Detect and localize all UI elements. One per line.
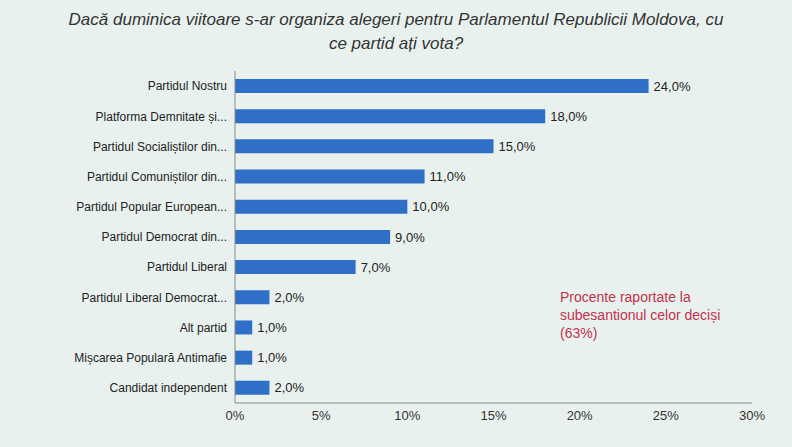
svg-text:Mișcarea Populară Antimafie: Mișcarea Populară Antimafie <box>74 351 227 365</box>
svg-text:2,0%: 2,0% <box>274 380 304 395</box>
svg-text:9,0%: 9,0% <box>395 230 425 245</box>
svg-text:Partidul Liberal Democrat...: Partidul Liberal Democrat... <box>82 291 227 305</box>
svg-text:11,0%: 11,0% <box>430 169 466 184</box>
svg-text:5%: 5% <box>312 408 331 423</box>
svg-text:Candidat independent: Candidat independent <box>110 381 228 395</box>
svg-text:25%: 25% <box>653 408 679 423</box>
svg-text:Platforma Demnitate și...: Platforma Demnitate și... <box>96 110 227 124</box>
svg-text:Partidul Socialiștilor din...: Partidul Socialiștilor din... <box>93 140 227 154</box>
svg-text:1,0%: 1,0% <box>257 320 287 335</box>
svg-text:24,0%: 24,0% <box>654 79 691 94</box>
html-text:Procente raportate la subesant: Procente raportate la subesantionul celo… <box>560 289 721 342</box>
svg-text:18,0%: 18,0% <box>550 109 587 124</box>
svg-text:Partidul Nostru: Partidul Nostru <box>148 79 227 93</box>
html-text:Dacă duminica viitoare s-ar or: Dacă duminica viitoare s-ar organiza ale… <box>68 10 724 53</box>
svg-text:20%: 20% <box>567 408 593 423</box>
svg-text:Partidul Popular European...: Partidul Popular European... <box>76 200 227 214</box>
svg-text:0%: 0% <box>226 408 245 423</box>
svg-text:7,0%: 7,0% <box>361 260 391 275</box>
svg-text:10%: 10% <box>394 408 420 423</box>
svg-text:15%: 15% <box>480 408 506 423</box>
svg-text:10,0%: 10,0% <box>412 199 449 214</box>
svg-text:Partidul Democrat din...: Partidul Democrat din... <box>102 230 227 244</box>
svg-text:Alt partid: Alt partid <box>180 321 227 335</box>
svg-text:Partidul Comuniștilor din...: Partidul Comuniștilor din... <box>87 170 227 184</box>
svg-text:1,0%: 1,0% <box>257 350 287 365</box>
svg-text:30%: 30% <box>739 408 765 423</box>
svg-text:15,0%: 15,0% <box>499 139 536 154</box>
svg-text:Partidul Liberal: Partidul Liberal <box>147 260 227 274</box>
svg-text:2,0%: 2,0% <box>274 290 304 305</box>
